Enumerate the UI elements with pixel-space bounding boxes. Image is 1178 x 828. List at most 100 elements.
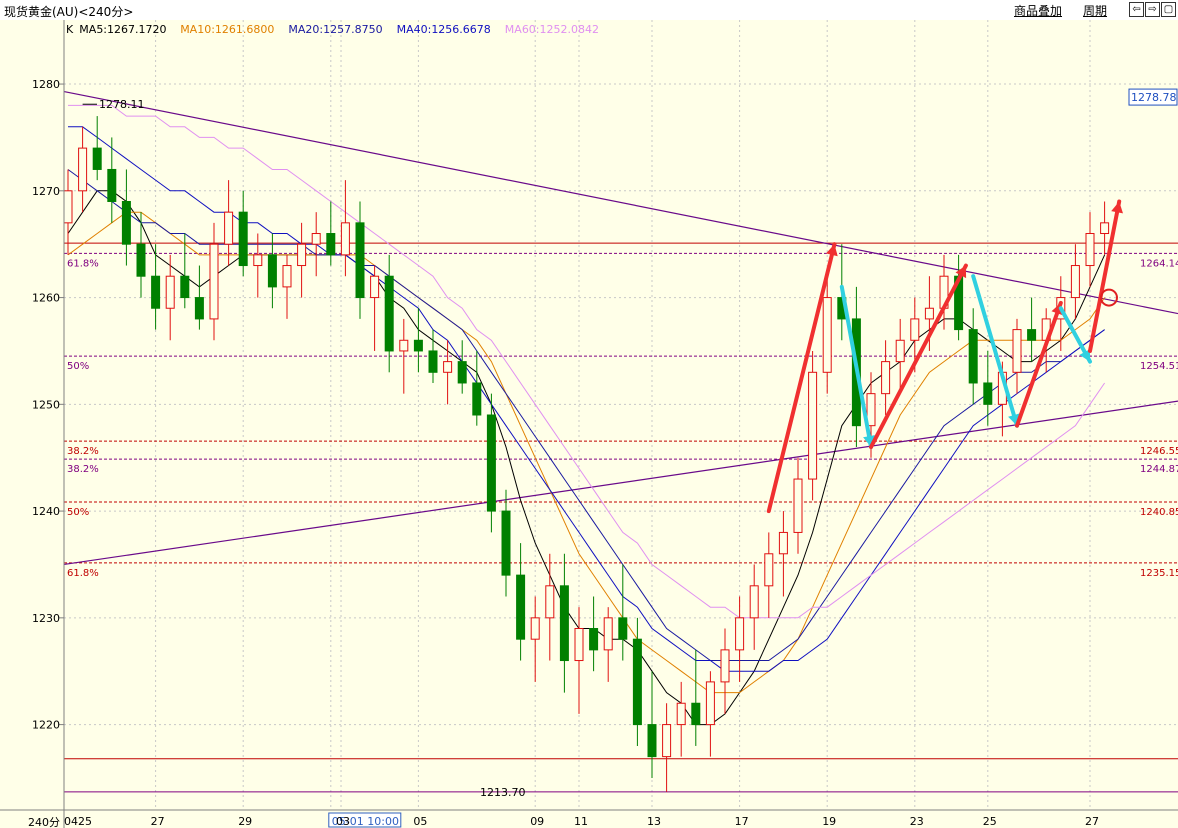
y-tick-label: 1250 xyxy=(32,398,60,411)
fib-levels: 61.8% 1264.14 50% 1254.51 38.2% 1246.55 38.2% 1… xyxy=(64,242,1178,793)
x-tick-label: 05-01 10:00 xyxy=(332,815,399,828)
y-tick-label: 1280 xyxy=(32,78,60,91)
level-label: 50% xyxy=(67,507,89,518)
candle-body xyxy=(662,724,672,758)
x-tick-label: 05 xyxy=(413,815,427,828)
arrow-head xyxy=(1051,302,1063,316)
candle-body xyxy=(881,361,891,395)
candle-body xyxy=(282,265,292,288)
candle-body xyxy=(78,147,88,192)
candle-body xyxy=(676,702,686,726)
x-tick-label: 25 xyxy=(983,815,997,828)
circle-marker xyxy=(1099,288,1118,307)
candle-body xyxy=(194,297,204,320)
level-label: 38.2% xyxy=(67,464,99,475)
level-price-label: 1246.55 xyxy=(1140,446,1178,457)
legend-item-4: MA40:1256.6678 xyxy=(397,23,491,36)
x-tick-label: 29 xyxy=(238,815,252,828)
candle-body xyxy=(92,147,102,170)
candle-body xyxy=(384,275,394,352)
candle-body xyxy=(370,275,380,299)
candle-body xyxy=(924,307,934,320)
x-tick-label: 03 xyxy=(336,815,350,828)
legend-item-2: MA10:1261.6800 xyxy=(180,23,274,36)
candle-body xyxy=(165,275,175,309)
candle-body xyxy=(910,318,920,341)
level-label: 50% xyxy=(67,361,89,372)
candle-body xyxy=(443,361,453,373)
trendline xyxy=(63,90,1178,315)
arrow-head xyxy=(955,265,967,279)
candle-body xyxy=(705,681,715,726)
candle-body xyxy=(107,168,117,202)
chart-background xyxy=(0,20,1178,828)
arrow-shaft xyxy=(971,274,1019,428)
candle-body xyxy=(691,702,701,726)
candle-body xyxy=(1027,329,1037,341)
trendlines xyxy=(63,90,1178,566)
candle-body xyxy=(1100,222,1110,235)
candle-body xyxy=(151,275,161,309)
scroll-right-icon[interactable]: ⇨ xyxy=(1145,2,1160,17)
price-tag-label: 1278.78 xyxy=(1131,91,1177,104)
y-tick-label: 1230 xyxy=(32,612,60,625)
candle-body xyxy=(530,617,540,640)
arrow-head xyxy=(1079,349,1090,362)
candle-body xyxy=(121,200,131,245)
candle-body xyxy=(486,414,496,512)
candle-body xyxy=(808,371,818,480)
x-tick-label: 17 xyxy=(735,815,749,828)
top-toolbar: 现货黄金(AU)<240分> 商品叠加 周期 ⇦ ⇨ ▢ xyxy=(0,0,1178,21)
trendline xyxy=(63,400,1178,566)
candles: 1278.11 1213.70 xyxy=(63,98,1110,799)
candle-body xyxy=(866,393,876,427)
level-price-label: 1264.14 xyxy=(1140,258,1178,269)
axes: 1220 1230 1240 1250 1260 1270 1280 240分 0425 27 29… xyxy=(0,20,1178,828)
x-tick-label: 27 xyxy=(151,815,165,828)
legend-item-1: MA5:1267.1720 xyxy=(79,23,166,36)
x-tick-label: 11 xyxy=(574,815,588,828)
high-label: 1278.11 xyxy=(99,98,145,111)
level-label: 61.8% xyxy=(67,568,99,579)
trend-arrows xyxy=(766,199,1123,514)
ma-legend: K MA5:1267.1720 MA10:1261.6800 MA20:1257.87… xyxy=(66,23,599,36)
candle-body xyxy=(574,628,584,662)
x-tick-label: 19 xyxy=(822,815,836,828)
period-button[interactable]: 周期 xyxy=(1083,4,1108,18)
legend-item-3: MA20:1257.8750 xyxy=(288,23,382,36)
legend-item-5: MA60:1252.0842 xyxy=(505,23,599,36)
low-label: 1213.70 xyxy=(480,786,526,799)
candle-body xyxy=(749,585,759,619)
highlighted-x-tick-box xyxy=(328,812,402,828)
x-tick-label: 27 xyxy=(1085,815,1099,828)
candle-body xyxy=(355,222,365,299)
scroll-left-icon[interactable]: ⇦ xyxy=(1129,2,1144,17)
arrow-shaft xyxy=(766,242,837,514)
candle-body xyxy=(1070,265,1080,299)
candle-body xyxy=(983,382,993,405)
level-price-label: 1244.87 xyxy=(1140,464,1178,475)
arrow-shaft xyxy=(1088,199,1122,353)
arrow-head xyxy=(826,244,838,257)
candle-body xyxy=(647,724,657,758)
y-tick-label: 1260 xyxy=(32,292,60,305)
candle-body xyxy=(253,254,263,267)
candle-body xyxy=(778,531,788,555)
candle-body xyxy=(603,617,613,651)
level-price-label: 1254.51 xyxy=(1140,361,1178,372)
zoom-icon[interactable]: ▢ xyxy=(1161,2,1176,17)
overlay-button[interactable]: 商品叠加 xyxy=(1014,4,1063,18)
price-tag-box xyxy=(1128,88,1178,106)
candle-body xyxy=(224,211,234,245)
candle-body xyxy=(267,254,277,288)
y-tick-label: 1240 xyxy=(32,505,60,518)
level-label: 61.8% xyxy=(67,258,99,269)
candle-body xyxy=(793,478,803,533)
candle-body xyxy=(326,233,336,256)
candle-body xyxy=(297,243,307,267)
y-tick-label: 1270 xyxy=(32,185,60,198)
candle-body xyxy=(501,510,511,576)
candle-body xyxy=(559,585,569,662)
x-tick-label: 0425 xyxy=(64,815,92,828)
